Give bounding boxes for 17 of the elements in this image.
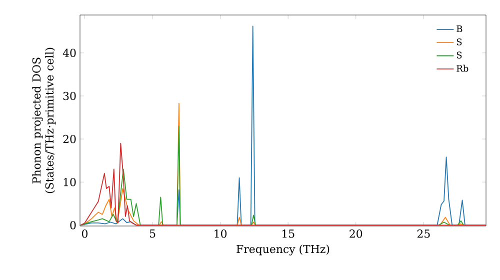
x-tick-label: 0 — [82, 230, 88, 238]
y-tick-label: 20 — [63, 134, 76, 144]
legend-label: S — [456, 38, 462, 46]
y-axis-title: Phonon projected DOS (States/THz·primitive cell) — [32, 48, 56, 194]
x-tick-label: 10 — [214, 230, 227, 238]
x-tick-label: 5 — [150, 230, 156, 238]
x-tick-label: 20 — [350, 230, 362, 238]
legend-label: S — [456, 52, 462, 58]
x-tick-label: 25 — [417, 230, 430, 238]
x-axis-title: Frequency (THz) — [236, 244, 330, 256]
y-tick-label: 40 — [62, 48, 76, 58]
x-tick-label: 15 — [282, 230, 294, 238]
y-tick-label: 10 — [64, 178, 76, 186]
legend-label: Rb — [456, 64, 468, 72]
y-tick-label: 30 — [63, 92, 76, 100]
y-tick-label: 0 — [70, 221, 76, 230]
legend-label: B — [456, 26, 462, 32]
